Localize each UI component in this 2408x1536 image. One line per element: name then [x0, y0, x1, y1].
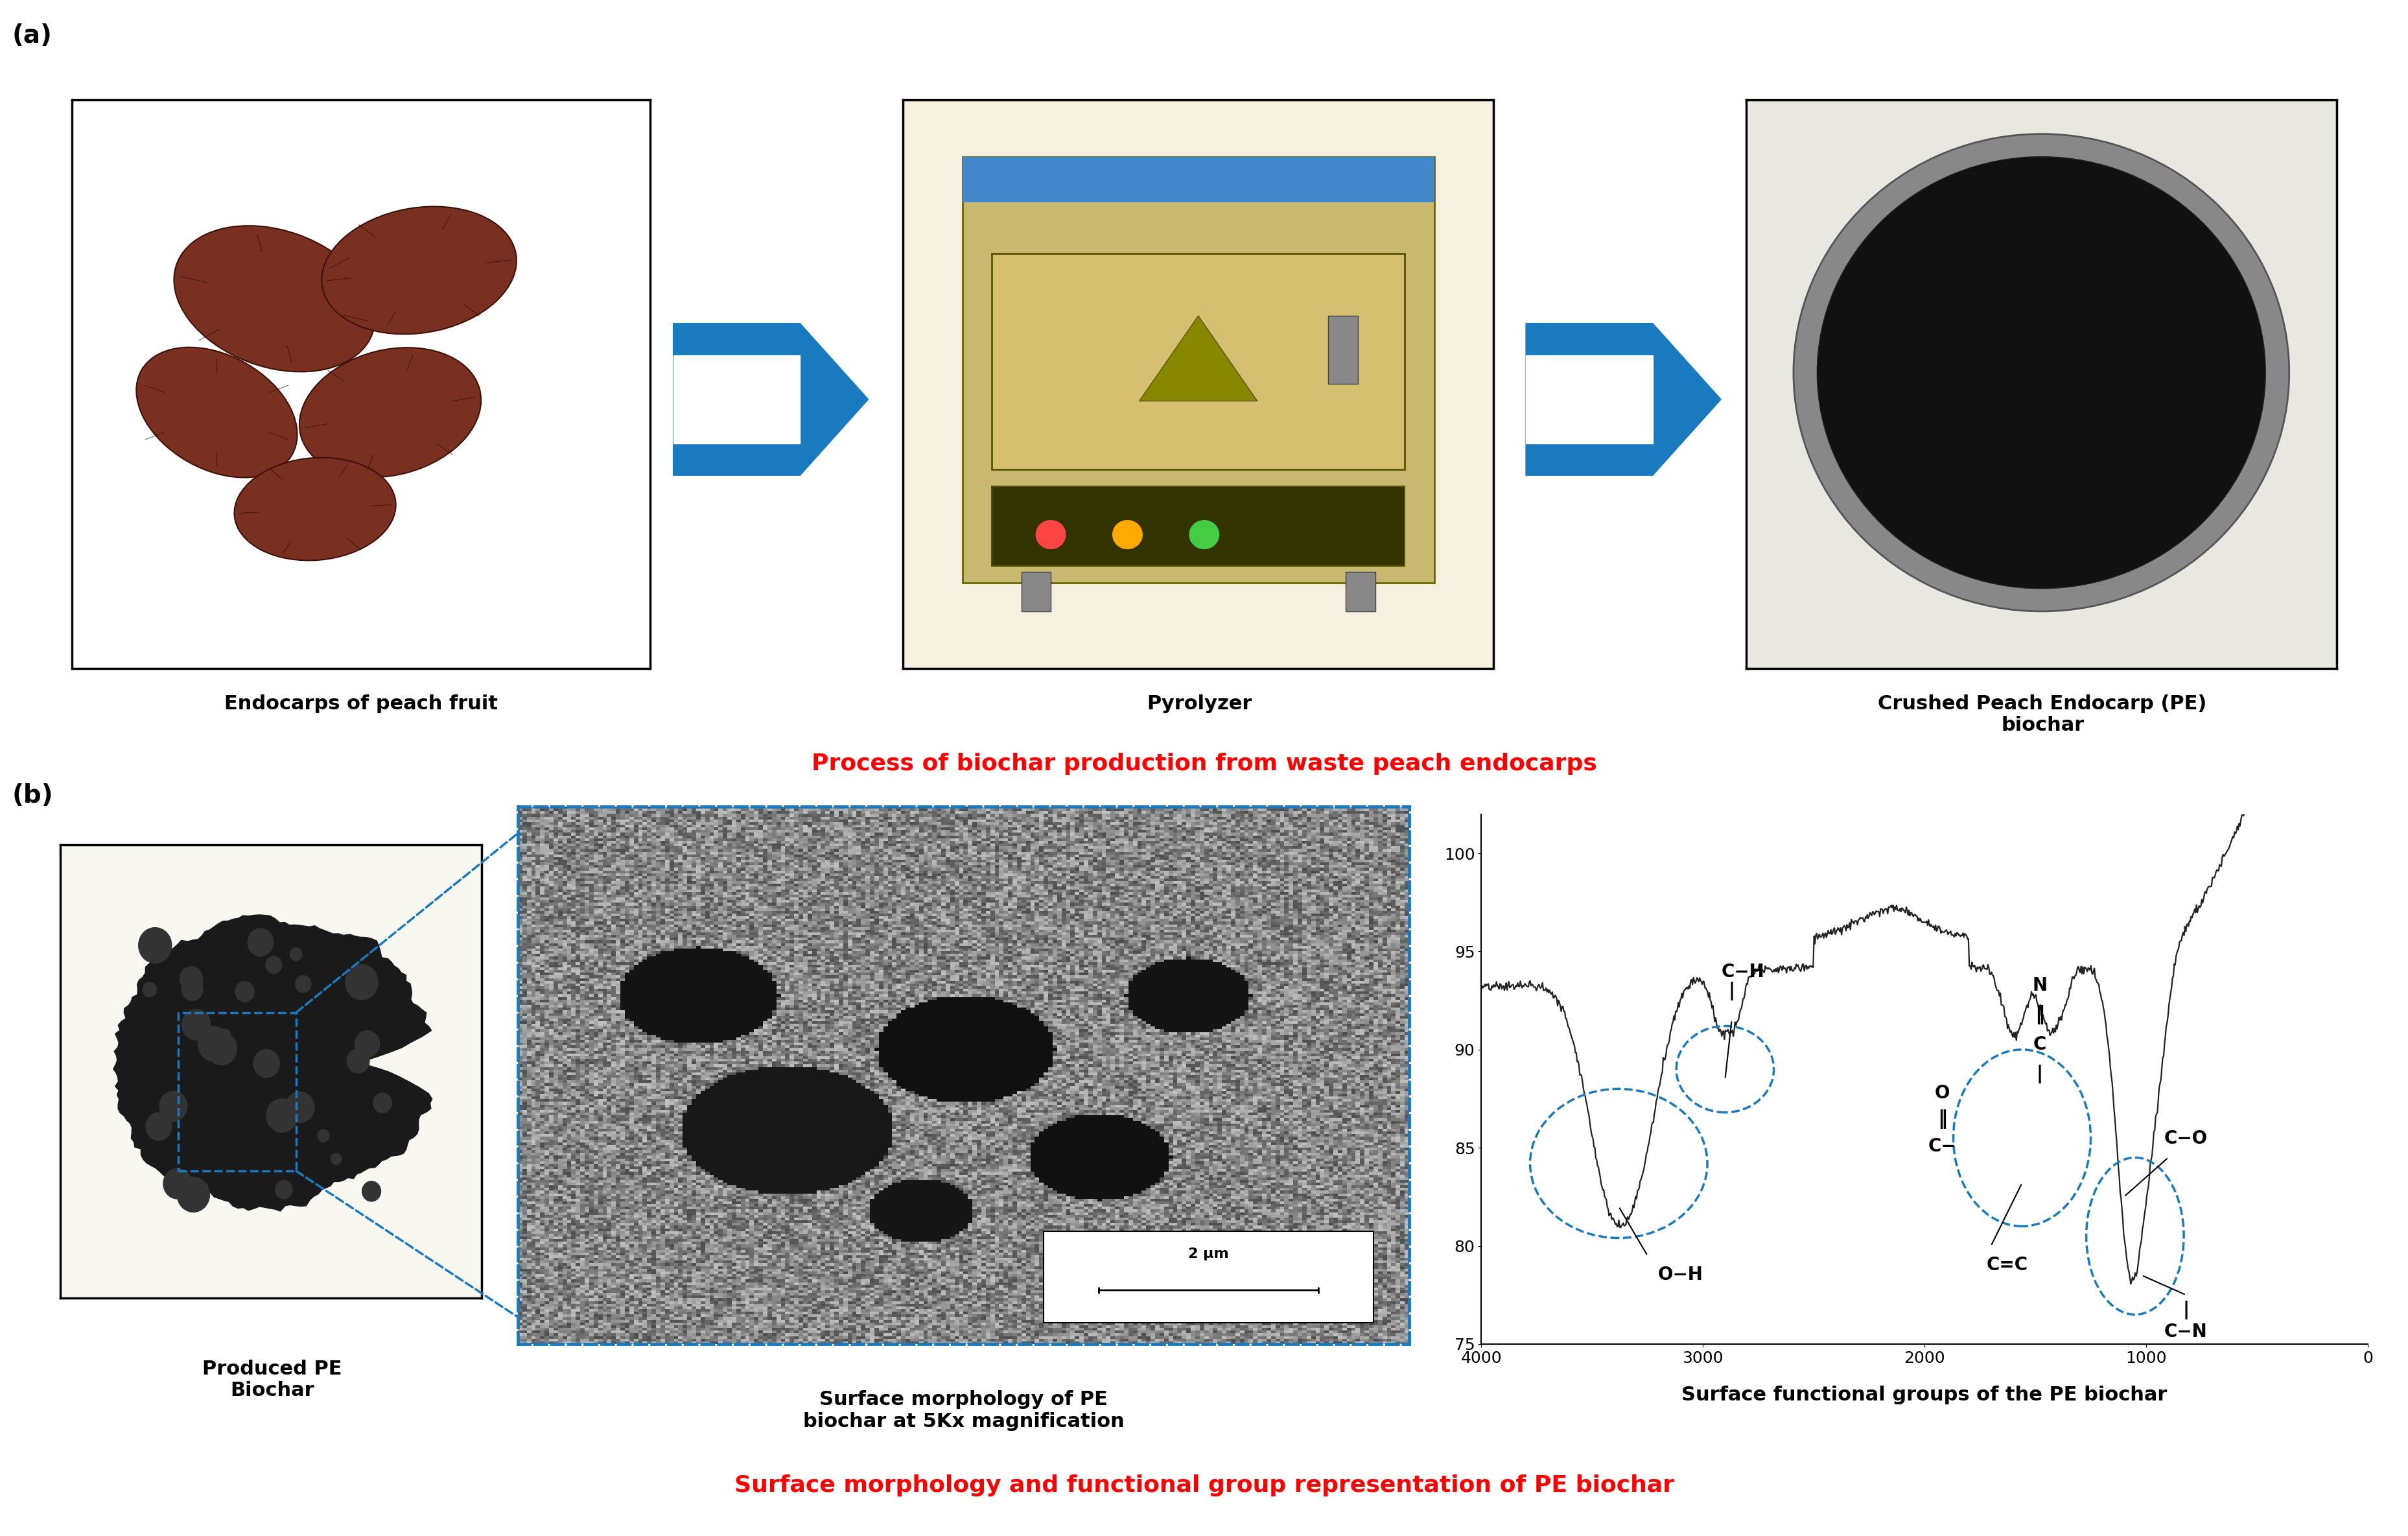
Circle shape: [181, 977, 202, 1000]
Text: C: C: [2032, 1035, 2047, 1054]
Circle shape: [344, 965, 378, 1000]
Circle shape: [1190, 521, 1218, 548]
FancyArrow shape: [674, 324, 867, 475]
Circle shape: [373, 1094, 393, 1112]
Text: C−H: C−H: [1722, 963, 1765, 982]
Bar: [961, 157, 1435, 203]
FancyArrow shape: [1527, 355, 1652, 444]
FancyArrow shape: [674, 355, 799, 444]
Circle shape: [164, 1169, 193, 1198]
Text: ‖: ‖: [1936, 1109, 1946, 1129]
Ellipse shape: [234, 458, 395, 561]
Text: Produced PE
Biochar: Produced PE Biochar: [202, 1359, 342, 1399]
Circle shape: [361, 1181, 380, 1201]
Circle shape: [1035, 521, 1064, 548]
Circle shape: [289, 948, 301, 960]
Circle shape: [140, 928, 171, 963]
Text: N: N: [2032, 977, 2047, 995]
Ellipse shape: [299, 347, 482, 478]
Text: C−: C−: [1926, 1137, 1955, 1155]
FancyBboxPatch shape: [1043, 1232, 1373, 1322]
FancyArrow shape: [1527, 324, 1719, 475]
Text: |: |: [1729, 982, 1734, 1000]
Circle shape: [1816, 157, 2266, 588]
Ellipse shape: [137, 347, 296, 478]
Text: C=C: C=C: [1987, 1256, 2028, 1273]
Circle shape: [166, 1094, 185, 1115]
Circle shape: [178, 1177, 209, 1212]
Circle shape: [354, 1031, 380, 1057]
Circle shape: [142, 982, 157, 997]
Text: Crushed Peach Endocarp (PE)
biochar: Crushed Peach Endocarp (PE) biochar: [1878, 694, 2206, 734]
Text: (b): (b): [12, 783, 53, 808]
Circle shape: [197, 1026, 231, 1061]
Circle shape: [181, 966, 202, 991]
Text: (a): (a): [12, 23, 53, 48]
Circle shape: [248, 928, 272, 955]
Text: ‖: ‖: [2035, 1005, 2044, 1025]
Ellipse shape: [173, 226, 376, 372]
Bar: [1327, 316, 1358, 384]
Circle shape: [287, 1092, 315, 1123]
Circle shape: [1794, 134, 2288, 611]
Bar: [961, 157, 1435, 584]
Bar: [1346, 571, 1375, 611]
Circle shape: [347, 1049, 368, 1074]
Circle shape: [330, 1154, 342, 1164]
Text: Surface morphology of PE
biochar at 5Kx magnification: Surface morphology of PE biochar at 5Kx …: [802, 1390, 1125, 1430]
Circle shape: [222, 1029, 231, 1038]
Bar: [1021, 571, 1050, 611]
Bar: [992, 487, 1404, 565]
Circle shape: [236, 982, 255, 1001]
Circle shape: [147, 1112, 171, 1140]
Circle shape: [159, 1091, 188, 1121]
Circle shape: [275, 1181, 291, 1200]
Ellipse shape: [323, 206, 515, 335]
Polygon shape: [113, 915, 431, 1212]
Circle shape: [183, 1009, 209, 1040]
Bar: [992, 253, 1404, 470]
Text: Process of biochar production from waste peach endocarps: Process of biochar production from waste…: [811, 753, 1597, 774]
Circle shape: [296, 975, 311, 992]
Bar: [178, 1012, 296, 1170]
Text: Endocarps of peach fruit: Endocarps of peach fruit: [224, 694, 498, 713]
Text: Surface morphology and functional group representation of PE biochar: Surface morphology and functional group …: [734, 1475, 1674, 1496]
Circle shape: [152, 931, 166, 946]
Circle shape: [1112, 521, 1141, 548]
Text: 2 μm: 2 μm: [1187, 1247, 1228, 1261]
Text: O−H: O−H: [1657, 1266, 1702, 1284]
Polygon shape: [1139, 316, 1257, 401]
Circle shape: [253, 1049, 279, 1078]
Text: |
C−N: | C−N: [2165, 1301, 2208, 1341]
Circle shape: [318, 1129, 330, 1141]
Circle shape: [265, 957, 282, 974]
Text: Pyrolyzer: Pyrolyzer: [1146, 694, 1252, 713]
Text: |: |: [2035, 1064, 2042, 1083]
Circle shape: [207, 1032, 236, 1064]
Text: C−O: C−O: [2165, 1129, 2208, 1147]
Text: Surface functional groups of the PE biochar: Surface functional groups of the PE bioc…: [1681, 1385, 2167, 1404]
Circle shape: [267, 1098, 299, 1132]
Text: O: O: [1934, 1084, 1950, 1103]
